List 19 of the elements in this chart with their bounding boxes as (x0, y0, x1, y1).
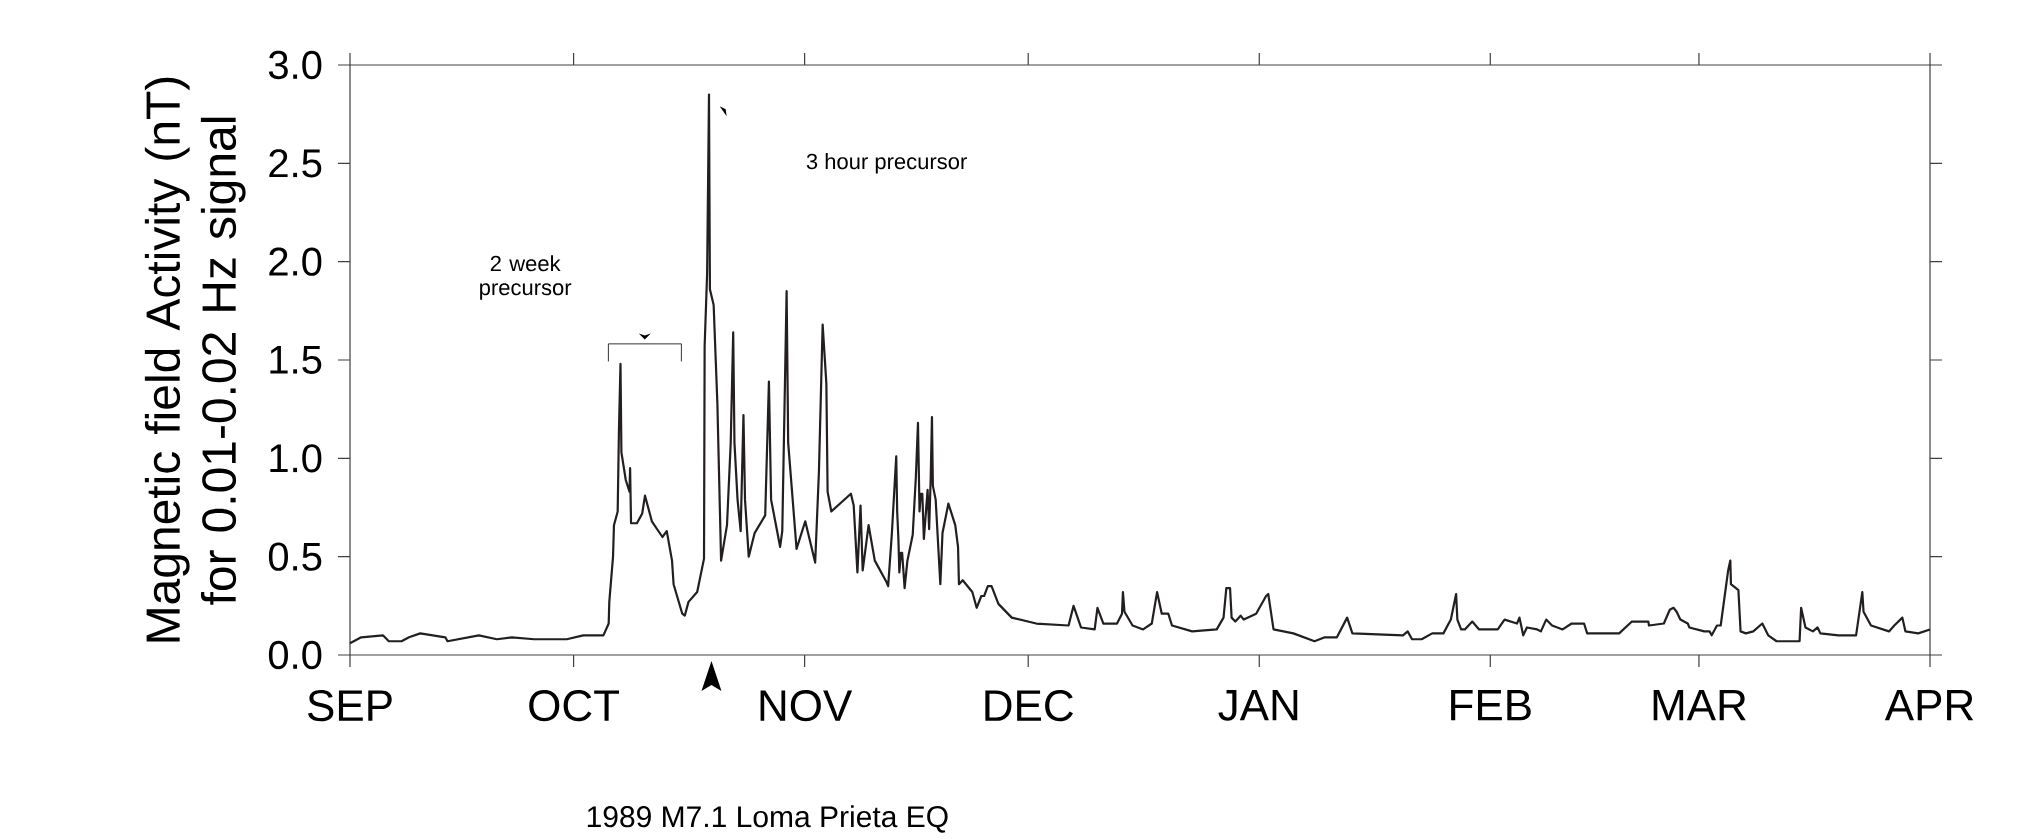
x-tick-label: JAN (1218, 689, 1298, 721)
x-tick-label: NOV (760, 689, 853, 722)
y-tick-label: 1.5 (270, 345, 322, 374)
y-tick-label: 1.0 (270, 444, 322, 473)
y-tick-label: 0.5 (268, 542, 322, 571)
y-tick-label: 0.0 (268, 640, 322, 669)
x-tick-label: OCT (529, 689, 620, 722)
x-tick-label: APR (1884, 689, 1974, 721)
x-tick-label: MAR (1653, 689, 1746, 721)
annotation: 2 week precursor (480, 254, 572, 300)
y-tick-label: 2.5 (269, 149, 322, 178)
x-tick-label: DEC (985, 689, 1073, 722)
annotation: 3 hour precursor (806, 152, 967, 174)
x-tick-label: FEB (1451, 689, 1531, 721)
text: 1989 M7.1 Loma Prieta EQ (587, 805, 948, 833)
x-tick-label: SEP (308, 689, 392, 722)
y-tick-label: 3.0 (268, 50, 322, 79)
y-tick-label: 2.0 (269, 247, 322, 276)
y-axis-title: Magnetic field Activity (nT) for 0.01-0.02 Hz signal (144, 77, 246, 642)
